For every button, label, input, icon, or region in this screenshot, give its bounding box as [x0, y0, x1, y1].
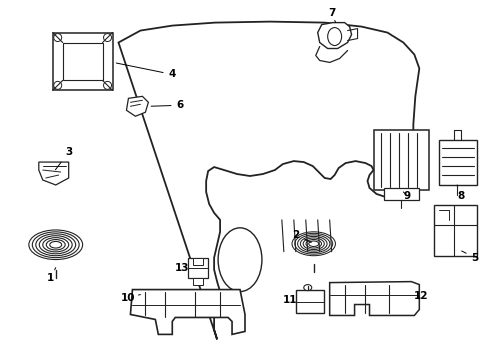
- Polygon shape: [53, 32, 112, 90]
- Ellipse shape: [303, 285, 311, 291]
- Text: 2: 2: [291, 230, 310, 243]
- Polygon shape: [118, 22, 419, 339]
- Polygon shape: [62, 42, 102, 80]
- Text: 7: 7: [327, 8, 335, 23]
- Text: 5: 5: [461, 251, 478, 263]
- Text: 11: 11: [282, 294, 297, 305]
- Polygon shape: [295, 289, 323, 314]
- Text: 9: 9: [403, 191, 410, 201]
- Ellipse shape: [218, 228, 262, 292]
- Polygon shape: [317, 23, 351, 49]
- Text: 10: 10: [121, 293, 140, 302]
- Ellipse shape: [54, 33, 61, 41]
- Ellipse shape: [103, 33, 111, 41]
- Polygon shape: [433, 205, 476, 256]
- Polygon shape: [188, 258, 208, 278]
- Text: 4: 4: [116, 63, 176, 80]
- Ellipse shape: [103, 81, 111, 89]
- Polygon shape: [130, 289, 244, 334]
- Polygon shape: [126, 96, 148, 116]
- Polygon shape: [193, 258, 203, 265]
- Text: 1: 1: [47, 268, 56, 283]
- Text: 8: 8: [456, 185, 464, 201]
- Polygon shape: [329, 282, 419, 315]
- Polygon shape: [384, 188, 419, 200]
- Text: 12: 12: [413, 291, 427, 301]
- Text: 3: 3: [55, 147, 72, 170]
- Ellipse shape: [327, 28, 341, 45]
- Text: 6: 6: [151, 100, 183, 110]
- Text: 13: 13: [175, 263, 189, 273]
- Polygon shape: [193, 278, 203, 285]
- Polygon shape: [438, 140, 476, 185]
- Ellipse shape: [54, 81, 61, 89]
- Polygon shape: [374, 130, 428, 190]
- Polygon shape: [39, 162, 68, 185]
